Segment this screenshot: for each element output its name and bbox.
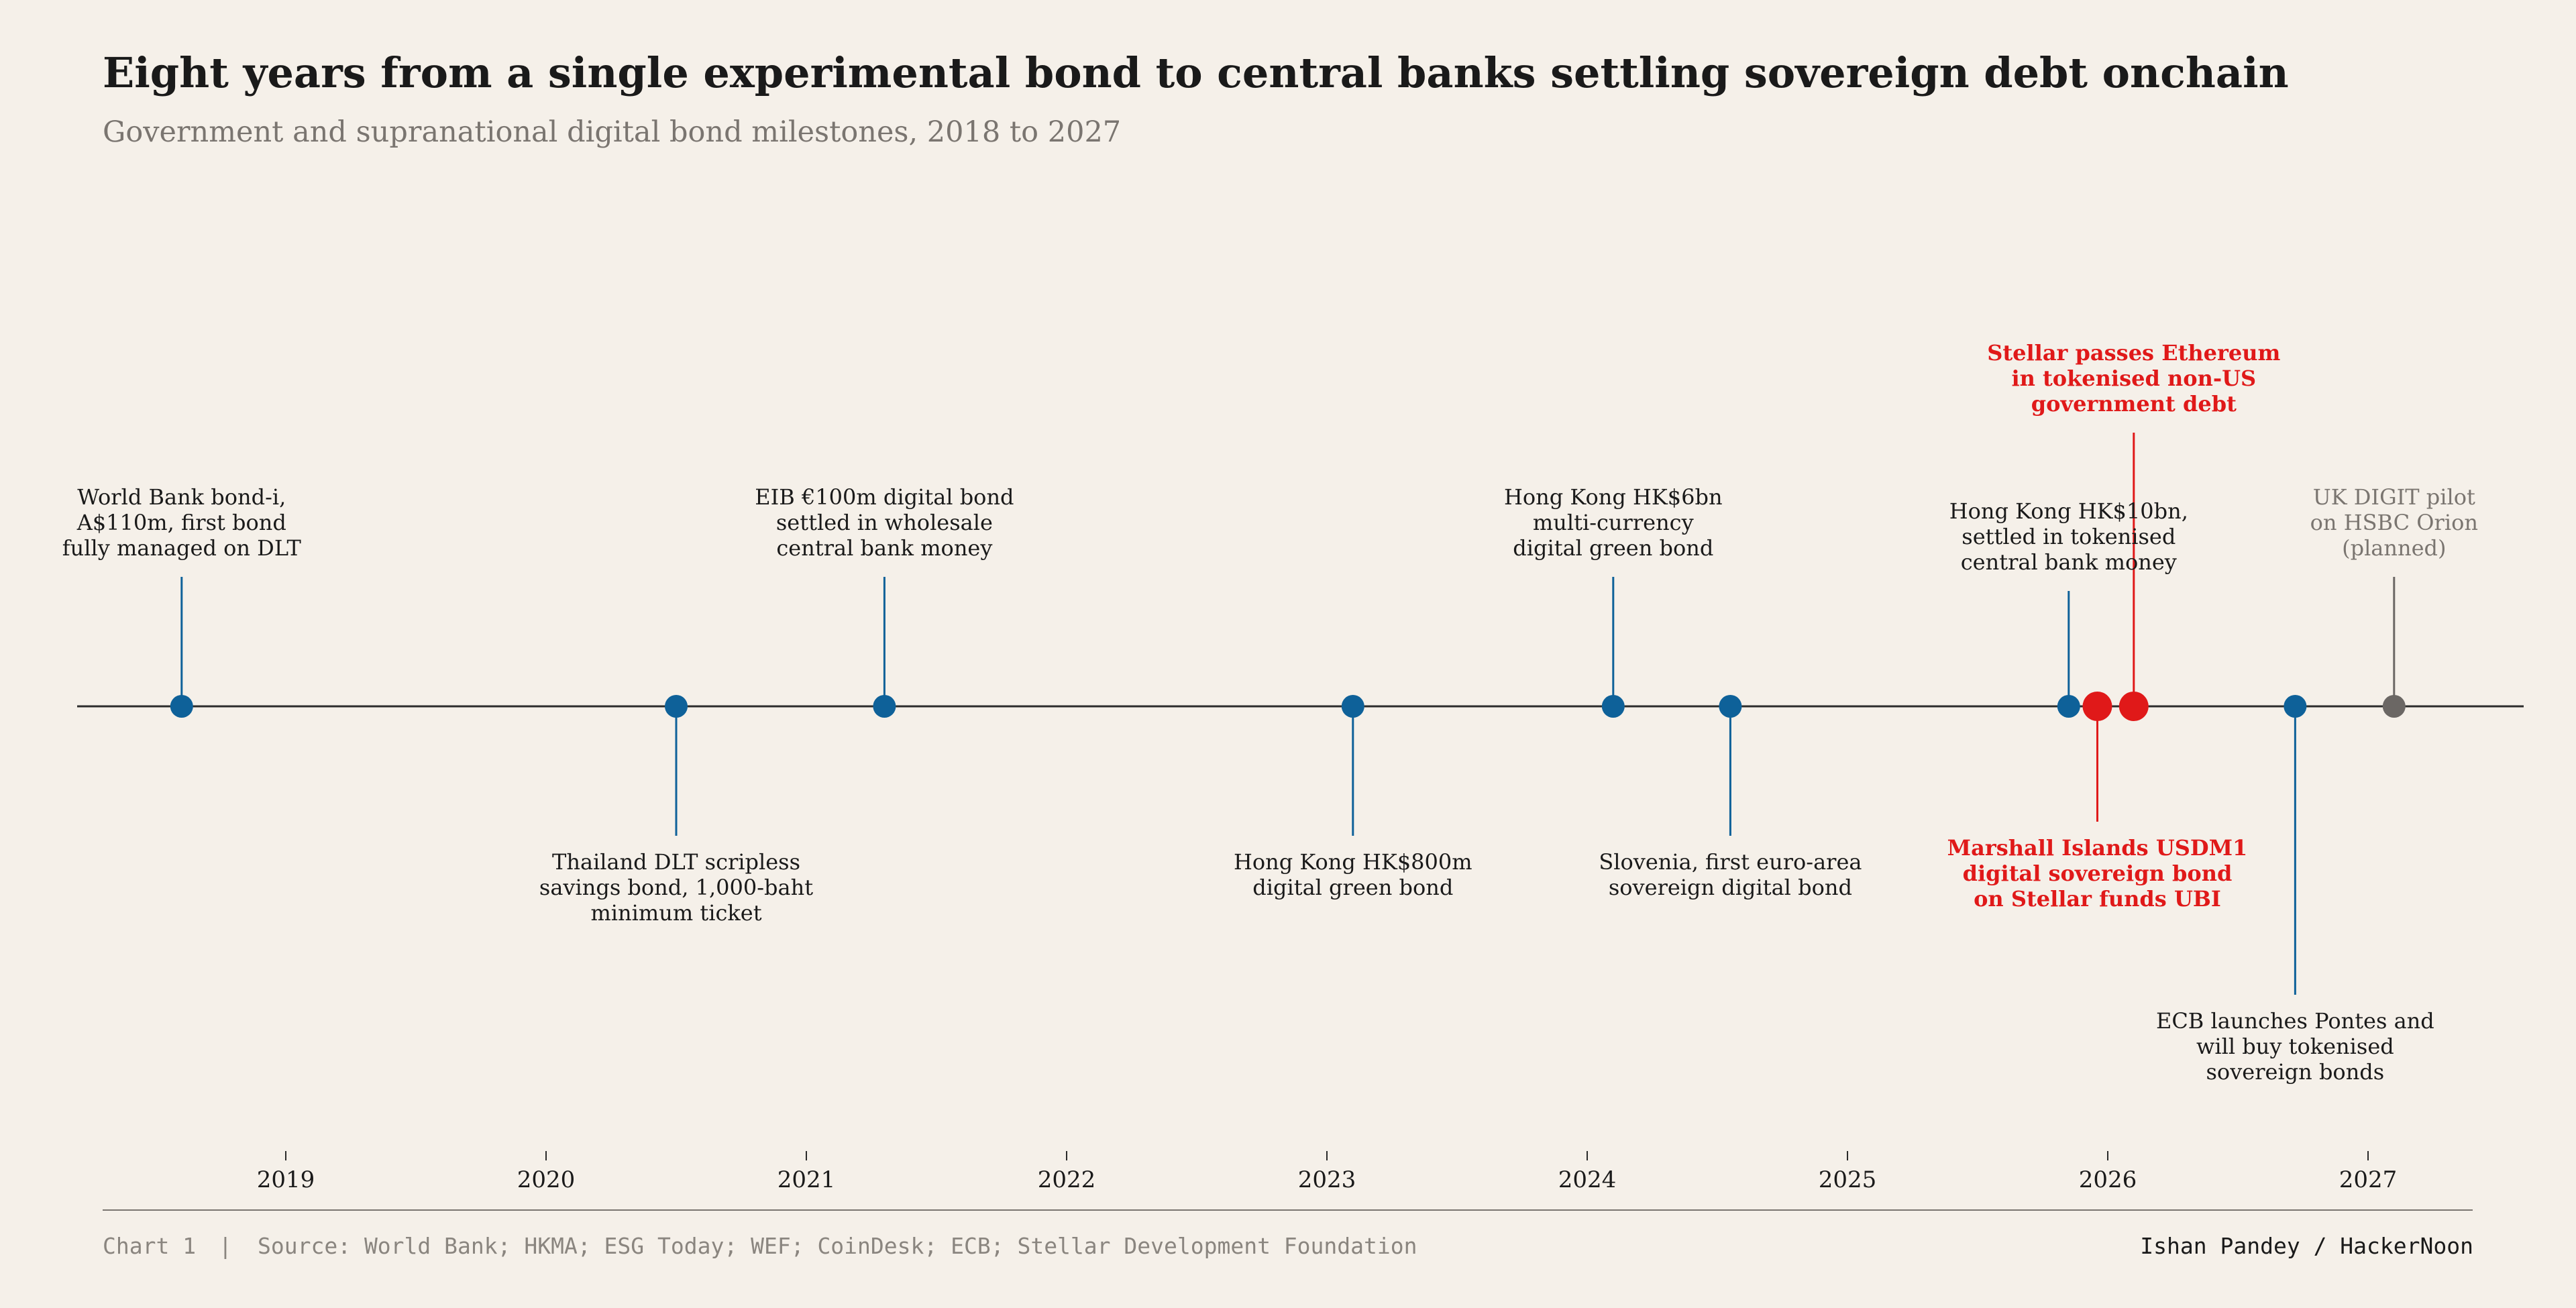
milestone-label: settled in tokenised	[1962, 524, 2176, 549]
x-tick-label: 2020	[517, 1166, 576, 1193]
x-tick-label: 2025	[1819, 1166, 1877, 1193]
milestone-label: on HSBC Orion	[2310, 510, 2478, 535]
milestone-label: Hong Kong HK$800m	[1234, 849, 1472, 875]
stems-layer	[180, 433, 2396, 995]
milestone-label: on Stellar funds UBI	[1974, 886, 2221, 912]
milestone-marker	[170, 695, 193, 718]
footer-credit: Ishan Pandey / HackerNoon	[2140, 1233, 2473, 1259]
milestone-label: A$110m, first bond	[76, 510, 286, 535]
milestone-label: settled in wholesale	[776, 510, 993, 535]
milestone-marker	[2284, 695, 2307, 718]
x-tick-label: 2027	[2339, 1166, 2398, 1193]
milestone-label: will buy tokenised	[2196, 1034, 2394, 1059]
milestone-marker	[665, 695, 688, 718]
milestone-marker	[873, 695, 896, 718]
labels-layer: World Bank bond-i,A$110m, first bondfull…	[62, 340, 2478, 1085]
footer-chart-number: Chart 1	[103, 1233, 197, 1259]
milestone-marker	[1601, 695, 1625, 718]
x-tick-label: 2022	[1038, 1166, 1096, 1193]
milestone-label: digital green bond	[1513, 535, 1713, 561]
milestone-label: Hong Kong HK$10bn,	[1949, 498, 2188, 524]
milestone-marker	[2118, 692, 2149, 721]
milestone-label: in tokenised non-US	[2011, 366, 2256, 391]
milestone-label: ECB launches Pontes and	[2156, 1008, 2434, 1034]
milestone-label: digital green bond	[1252, 875, 1453, 900]
milestone-marker	[1341, 695, 1364, 718]
x-axis-ticks: 2019 2020 2021 2022 2023 2024 2025 2026 2027	[257, 1151, 2398, 1193]
milestone-label: sovereign digital bond	[1609, 875, 1852, 900]
milestone-marker	[2382, 695, 2406, 718]
milestone-label: Slovenia, first euro-area	[1599, 849, 1862, 875]
milestone-label: (planned)	[2342, 535, 2446, 561]
chart-title: Eight years from a single experimental b…	[103, 48, 2289, 97]
milestone-marker	[2057, 695, 2080, 718]
milestone-label: Marshall Islands USDM1	[1947, 835, 2248, 861]
milestone-label: minimum ticket	[590, 900, 761, 926]
chart-subtitle: Government and supranational digital bon…	[103, 115, 1122, 149]
x-tick-label: 2026	[2079, 1166, 2137, 1193]
milestone-label: EIB €100m digital bond	[755, 484, 1014, 510]
milestone-label: government debt	[2031, 391, 2237, 417]
milestone-label: digital sovereign bond	[1963, 861, 2233, 886]
milestone-label: sovereign bonds	[2206, 1059, 2385, 1085]
milestone-label: multi-currency	[1533, 510, 1694, 535]
markers-layer	[170, 692, 2406, 721]
footer-rule	[103, 1209, 2473, 1211]
x-tick-label: 2023	[1298, 1166, 1356, 1193]
milestone-label: central bank money	[776, 535, 992, 561]
x-tick-label: 2019	[257, 1166, 315, 1193]
milestone-label: World Bank bond-i,	[77, 484, 286, 510]
milestone-label: Thailand DLT scripless	[552, 849, 800, 875]
x-tick-label: 2021	[777, 1166, 836, 1193]
milestone-label: central bank money	[1961, 549, 2177, 575]
milestone-label: Stellar passes Ethereum	[1987, 340, 2280, 366]
footer-source: Source: World Bank; HKMA; ESG Today; WEF…	[258, 1233, 1417, 1259]
milestone-label: Hong Kong HK$6bn	[1504, 484, 1723, 510]
x-tick-label: 2024	[1558, 1166, 1617, 1193]
milestone-label: fully managed on DLT	[62, 535, 302, 561]
milestone-label: UK DIGIT pilot	[2313, 484, 2475, 510]
milestone-marker	[1719, 695, 1742, 718]
footer-separator: |	[219, 1233, 232, 1259]
milestone-label: savings bond, 1,000-baht	[539, 875, 813, 900]
milestone-marker	[2082, 692, 2112, 721]
